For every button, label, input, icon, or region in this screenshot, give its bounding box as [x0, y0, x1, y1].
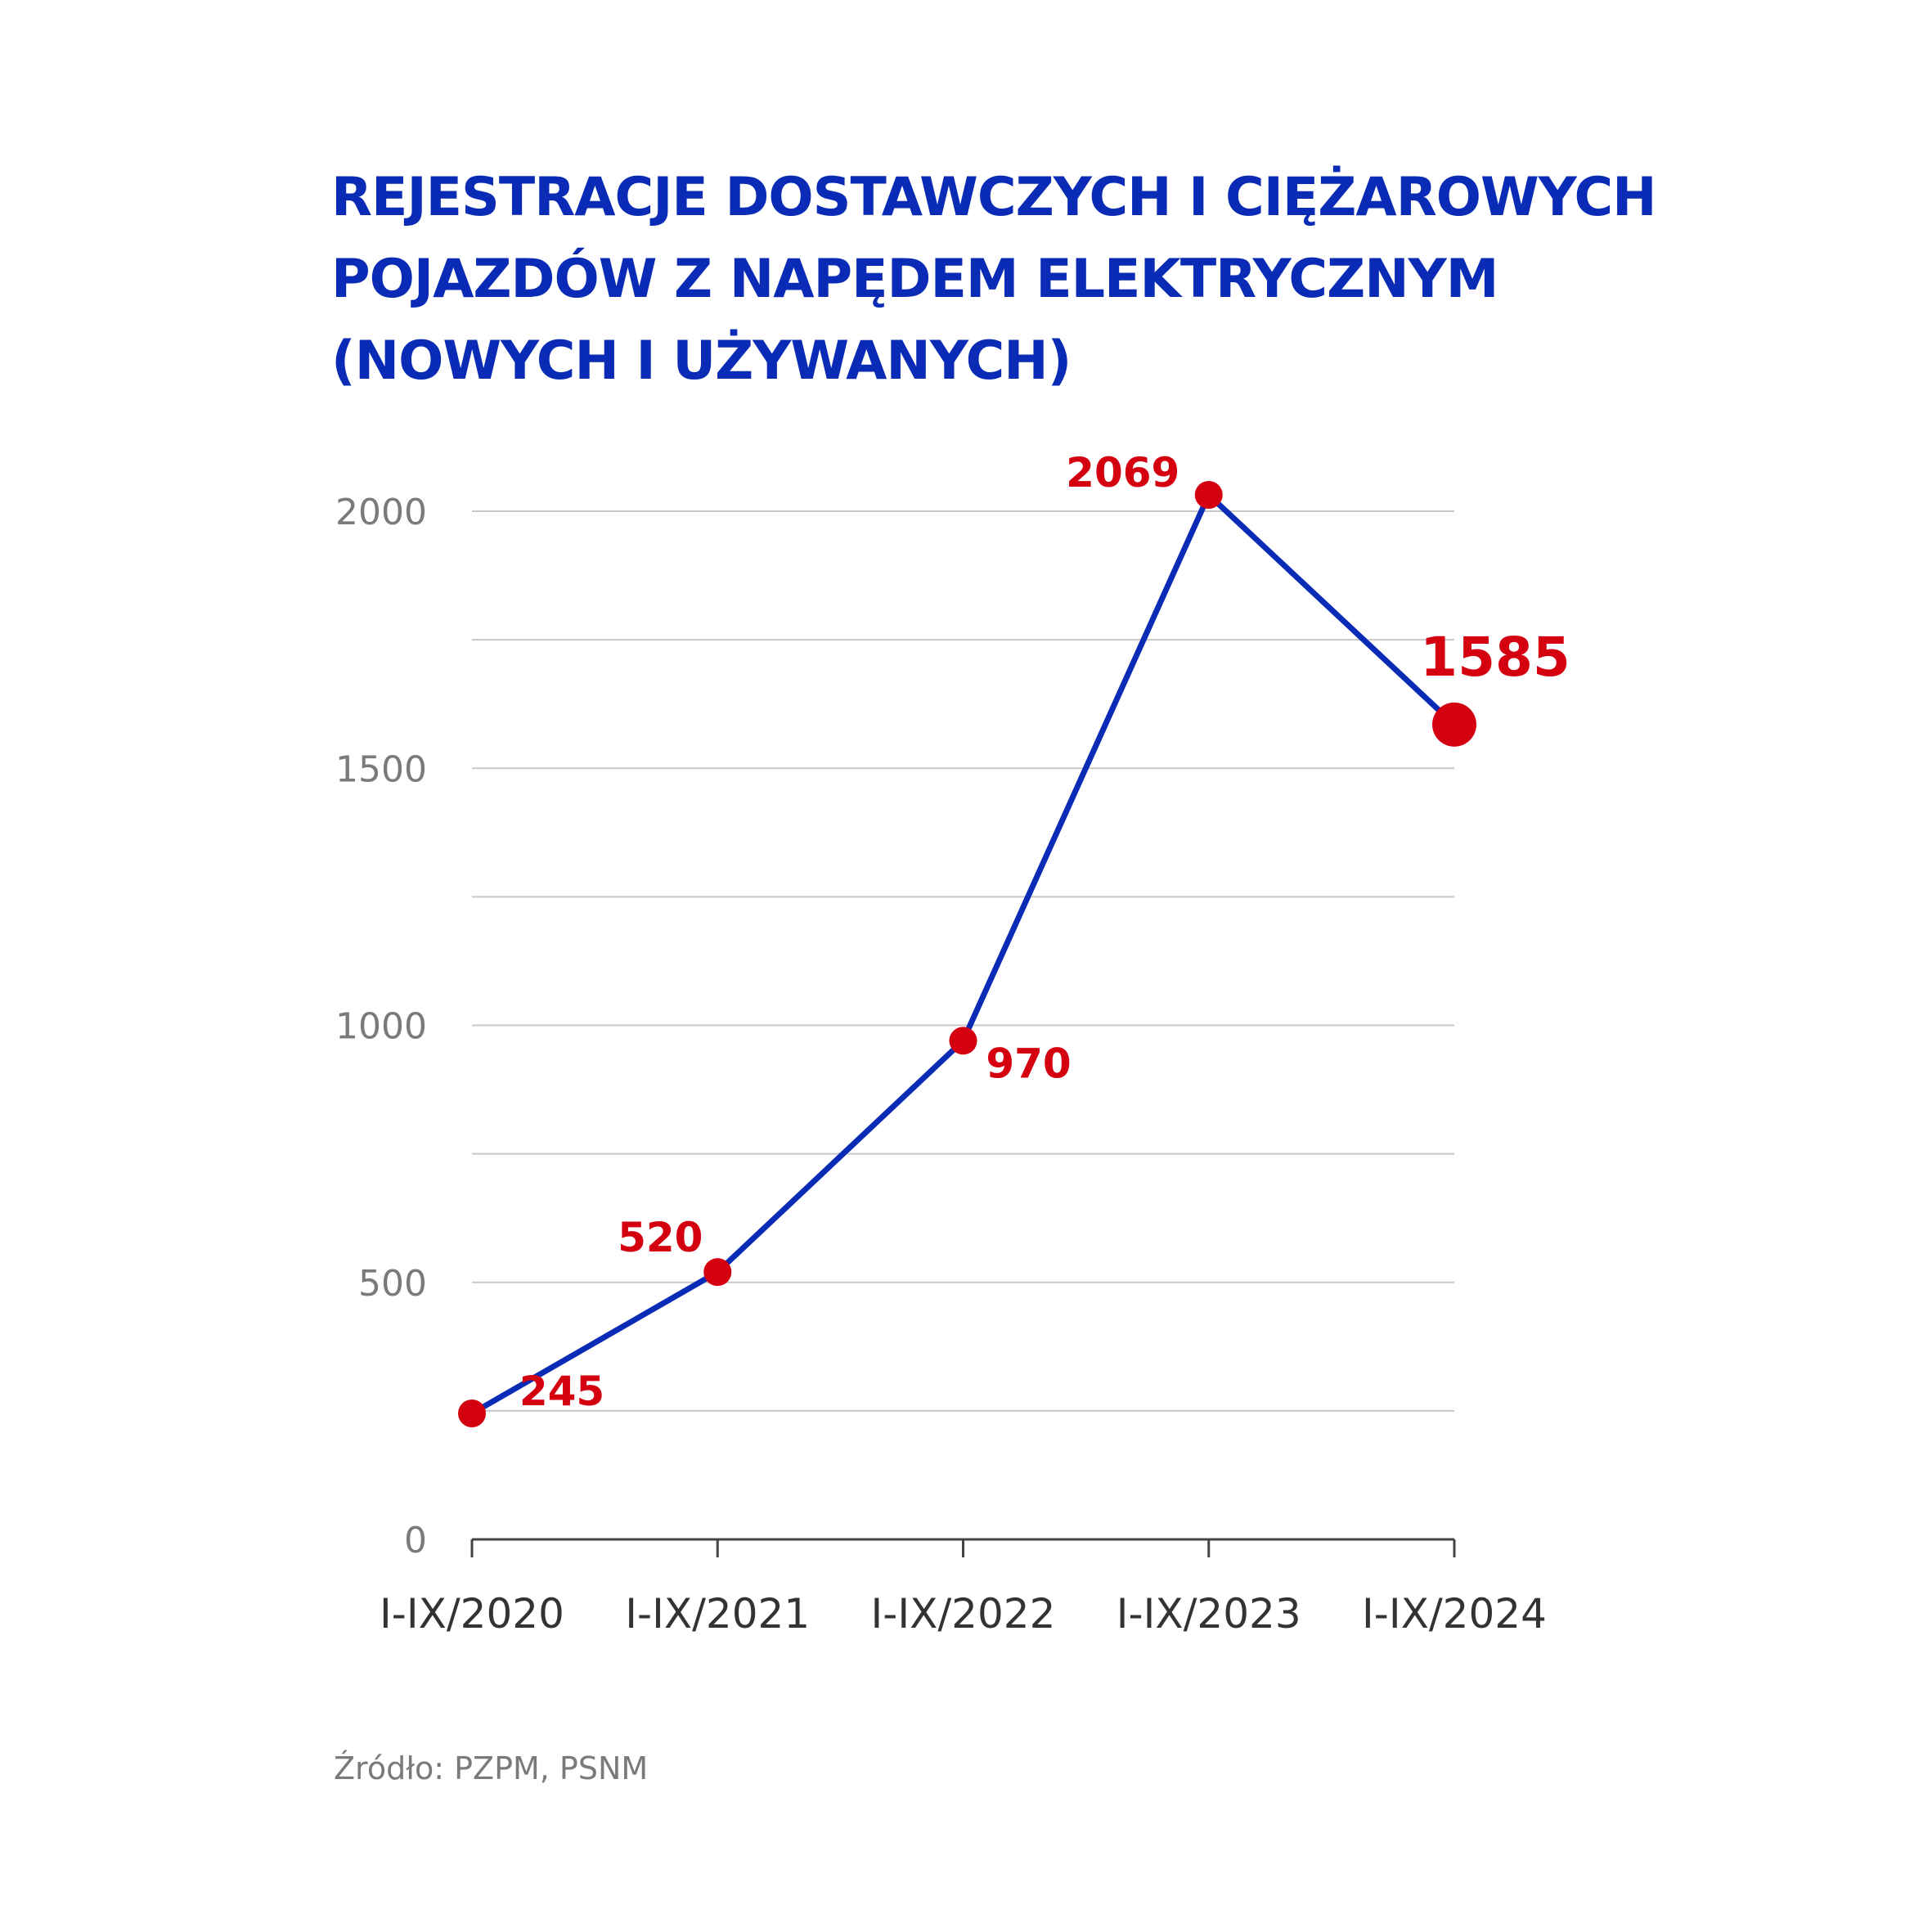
chart-title-line-2: POJAZDÓW Z NAPĘDEM ELEKTRYCZNYM — [331, 249, 1498, 310]
y-tick-label: 500 — [358, 1263, 427, 1305]
series-line — [470, 492, 1457, 1417]
data-label: 520 — [618, 1214, 703, 1261]
x-axis — [470, 1538, 1456, 1557]
x-tick-label: I-IX/2021 — [625, 1590, 810, 1638]
y-tick-label: 1000 — [335, 1006, 427, 1048]
x-tick-label: I-IX/2020 — [380, 1590, 564, 1638]
y-tick-label: 0 — [404, 1520, 427, 1561]
x-tick-label: I-IX/2022 — [871, 1590, 1056, 1638]
chart-title: REJESTRACJE DOSTAWCZYCH I CIĘŻAROWYCH PO… — [331, 157, 1722, 402]
y-tick-label: 2000 — [335, 492, 427, 533]
y-tick-labels: 0 500 1000 1500 2000 — [335, 492, 427, 1561]
source-note: Źródło: PZPM, PSNM — [334, 1750, 649, 1786]
data-label: 245 — [519, 1368, 604, 1415]
chart-title-line-1: REJESTRACJE DOSTAWCZYCH I CIĘŻAROWYCH — [331, 167, 1657, 228]
x-tick-label: I-IX/2023 — [1117, 1590, 1301, 1638]
y-tick-label: 1500 — [335, 748, 427, 790]
data-points — [458, 481, 1476, 1428]
chart-title-line-3: (NOWYCH I UŻYWANYCH) — [331, 330, 1072, 392]
grid-lines — [472, 510, 1454, 1412]
data-point — [703, 1258, 732, 1287]
x-tick-labels: I-IX/2020 I-IX/2021 I-IX/2022 I-IX/2023 I-IX… — [380, 1590, 1547, 1638]
data-point — [1194, 481, 1223, 509]
data-point — [1432, 702, 1476, 747]
data-label: 1585 — [1420, 626, 1570, 689]
data-point — [458, 1400, 486, 1428]
series-line-path — [470, 492, 1457, 1417]
data-label: 2069 — [1066, 449, 1179, 496]
data-point — [949, 1027, 977, 1055]
data-label: 970 — [986, 1040, 1071, 1087]
x-tick-label: I-IX/2024 — [1362, 1590, 1547, 1638]
data-labels: 245 520 970 2069 1585 — [519, 449, 1570, 1415]
